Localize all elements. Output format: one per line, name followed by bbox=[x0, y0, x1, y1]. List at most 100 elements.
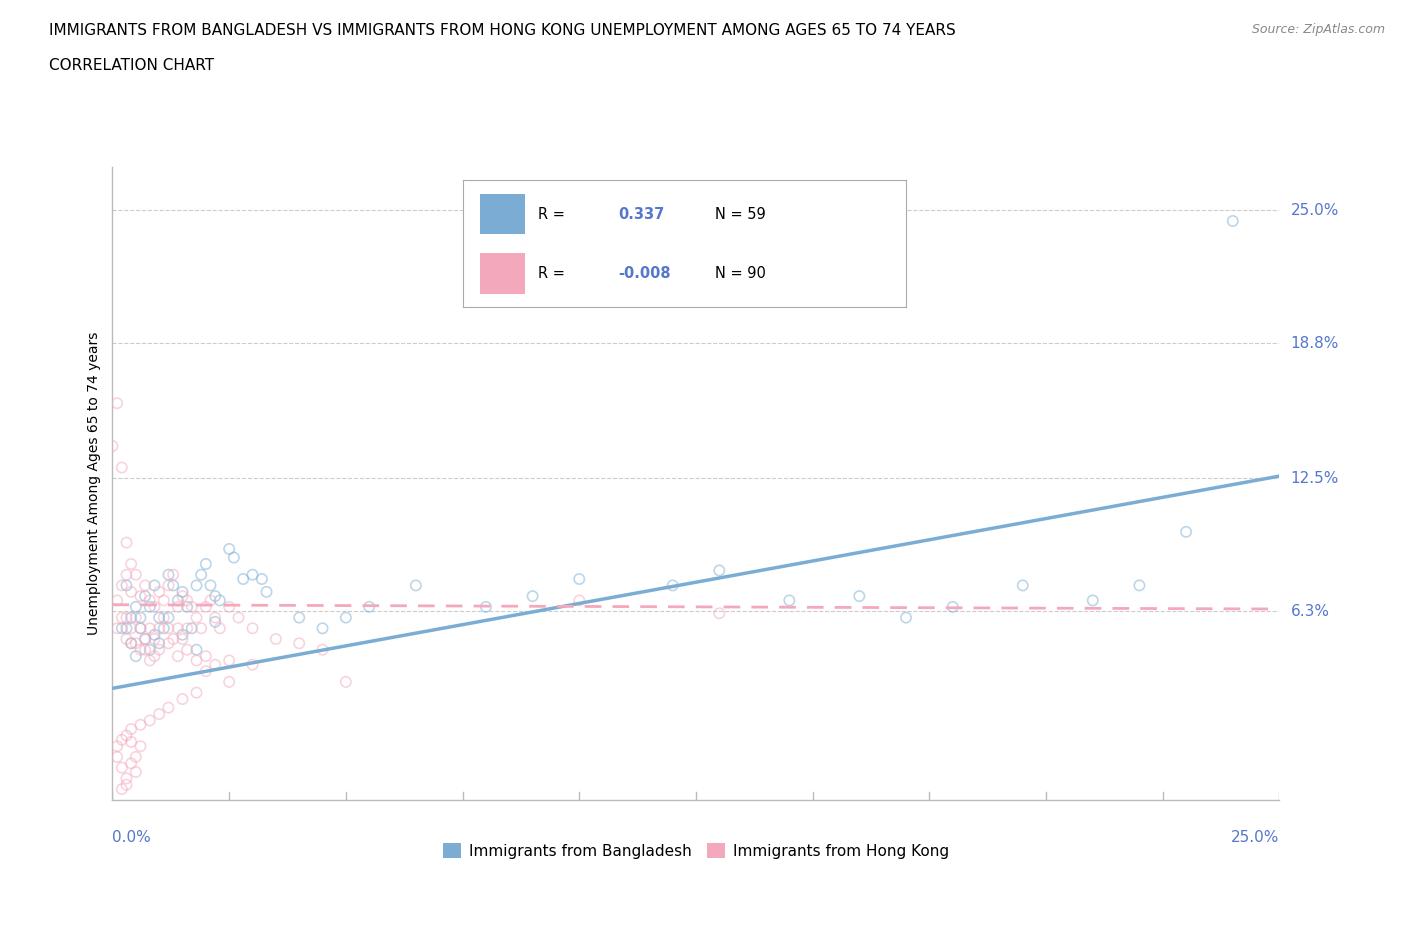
Point bbox=[166, 649, 188, 664]
Point bbox=[115, 621, 138, 636]
Point bbox=[129, 643, 152, 658]
Point bbox=[143, 631, 166, 646]
Point bbox=[148, 584, 170, 599]
Point bbox=[172, 589, 194, 604]
Point bbox=[111, 760, 134, 775]
Point bbox=[475, 600, 498, 615]
Point bbox=[335, 674, 357, 689]
Point bbox=[208, 621, 231, 636]
Point bbox=[172, 692, 194, 707]
Point bbox=[335, 610, 357, 625]
Point bbox=[709, 605, 731, 620]
Point bbox=[125, 600, 148, 615]
Text: 0.0%: 0.0% bbox=[112, 830, 152, 845]
Point bbox=[129, 610, 152, 625]
Point bbox=[120, 735, 142, 750]
Point bbox=[190, 621, 212, 636]
Point bbox=[105, 621, 128, 636]
Point bbox=[194, 600, 217, 615]
Point bbox=[143, 578, 166, 592]
Point bbox=[166, 593, 188, 608]
Point bbox=[568, 572, 591, 587]
Point bbox=[288, 610, 311, 625]
Point bbox=[139, 600, 162, 615]
Point bbox=[176, 600, 198, 615]
Point bbox=[311, 643, 333, 658]
Point bbox=[105, 593, 128, 608]
Point bbox=[172, 584, 194, 599]
Point bbox=[942, 600, 965, 615]
Point bbox=[105, 396, 128, 411]
Point bbox=[120, 556, 142, 571]
Point bbox=[242, 567, 264, 582]
Point bbox=[1081, 593, 1104, 608]
Point bbox=[250, 572, 273, 587]
Point bbox=[120, 610, 142, 625]
Point bbox=[778, 593, 800, 608]
Point bbox=[194, 556, 217, 571]
Point bbox=[139, 653, 162, 668]
Point bbox=[134, 631, 156, 646]
Y-axis label: Unemployment Among Ages 65 to 74 years: Unemployment Among Ages 65 to 74 years bbox=[87, 332, 101, 635]
Point bbox=[129, 621, 152, 636]
Point bbox=[105, 738, 128, 753]
Point bbox=[894, 610, 917, 625]
Point bbox=[176, 643, 198, 658]
Point bbox=[709, 563, 731, 578]
Point bbox=[139, 643, 162, 658]
Point bbox=[134, 589, 156, 604]
Point bbox=[148, 636, 170, 651]
Point bbox=[204, 589, 226, 604]
Point bbox=[186, 578, 208, 592]
Point bbox=[218, 674, 240, 689]
Text: 18.8%: 18.8% bbox=[1291, 336, 1339, 351]
Point bbox=[101, 439, 124, 454]
Point bbox=[111, 460, 134, 475]
Text: Source: ZipAtlas.com: Source: ZipAtlas.com bbox=[1251, 23, 1385, 36]
Point bbox=[218, 600, 240, 615]
Point bbox=[125, 764, 148, 779]
Point bbox=[120, 636, 142, 651]
Point bbox=[111, 781, 134, 796]
Point bbox=[568, 593, 591, 608]
Point bbox=[1175, 525, 1198, 539]
Point bbox=[120, 722, 142, 737]
Point bbox=[157, 700, 180, 715]
Point bbox=[180, 600, 202, 615]
Point bbox=[218, 541, 240, 556]
Point bbox=[176, 621, 198, 636]
Point bbox=[232, 572, 254, 587]
Point bbox=[200, 578, 222, 592]
Point bbox=[157, 578, 180, 592]
Point bbox=[129, 738, 152, 753]
Point bbox=[115, 535, 138, 550]
Point bbox=[148, 621, 170, 636]
Point bbox=[204, 615, 226, 630]
Point bbox=[148, 610, 170, 625]
Text: IMMIGRANTS FROM BANGLADESH VS IMMIGRANTS FROM HONG KONG UNEMPLOYMENT AMONG AGES : IMMIGRANTS FROM BANGLADESH VS IMMIGRANTS… bbox=[49, 23, 956, 38]
Point bbox=[153, 593, 176, 608]
Point bbox=[105, 750, 128, 764]
Point bbox=[115, 610, 138, 625]
Point bbox=[120, 584, 142, 599]
Point bbox=[180, 621, 202, 636]
Point bbox=[139, 713, 162, 728]
Point bbox=[143, 649, 166, 664]
Point bbox=[186, 653, 208, 668]
Point bbox=[125, 649, 148, 664]
Point bbox=[111, 578, 134, 592]
Point bbox=[134, 631, 156, 646]
Point bbox=[194, 664, 217, 679]
Point bbox=[848, 589, 870, 604]
Point bbox=[204, 610, 226, 625]
Point bbox=[162, 567, 184, 582]
Point bbox=[115, 771, 138, 786]
Point bbox=[115, 777, 138, 792]
Point bbox=[359, 600, 381, 615]
Point bbox=[190, 567, 212, 582]
Point bbox=[153, 621, 176, 636]
Point bbox=[222, 551, 245, 565]
Point bbox=[228, 610, 250, 625]
Point bbox=[115, 728, 138, 743]
Point bbox=[162, 578, 184, 592]
